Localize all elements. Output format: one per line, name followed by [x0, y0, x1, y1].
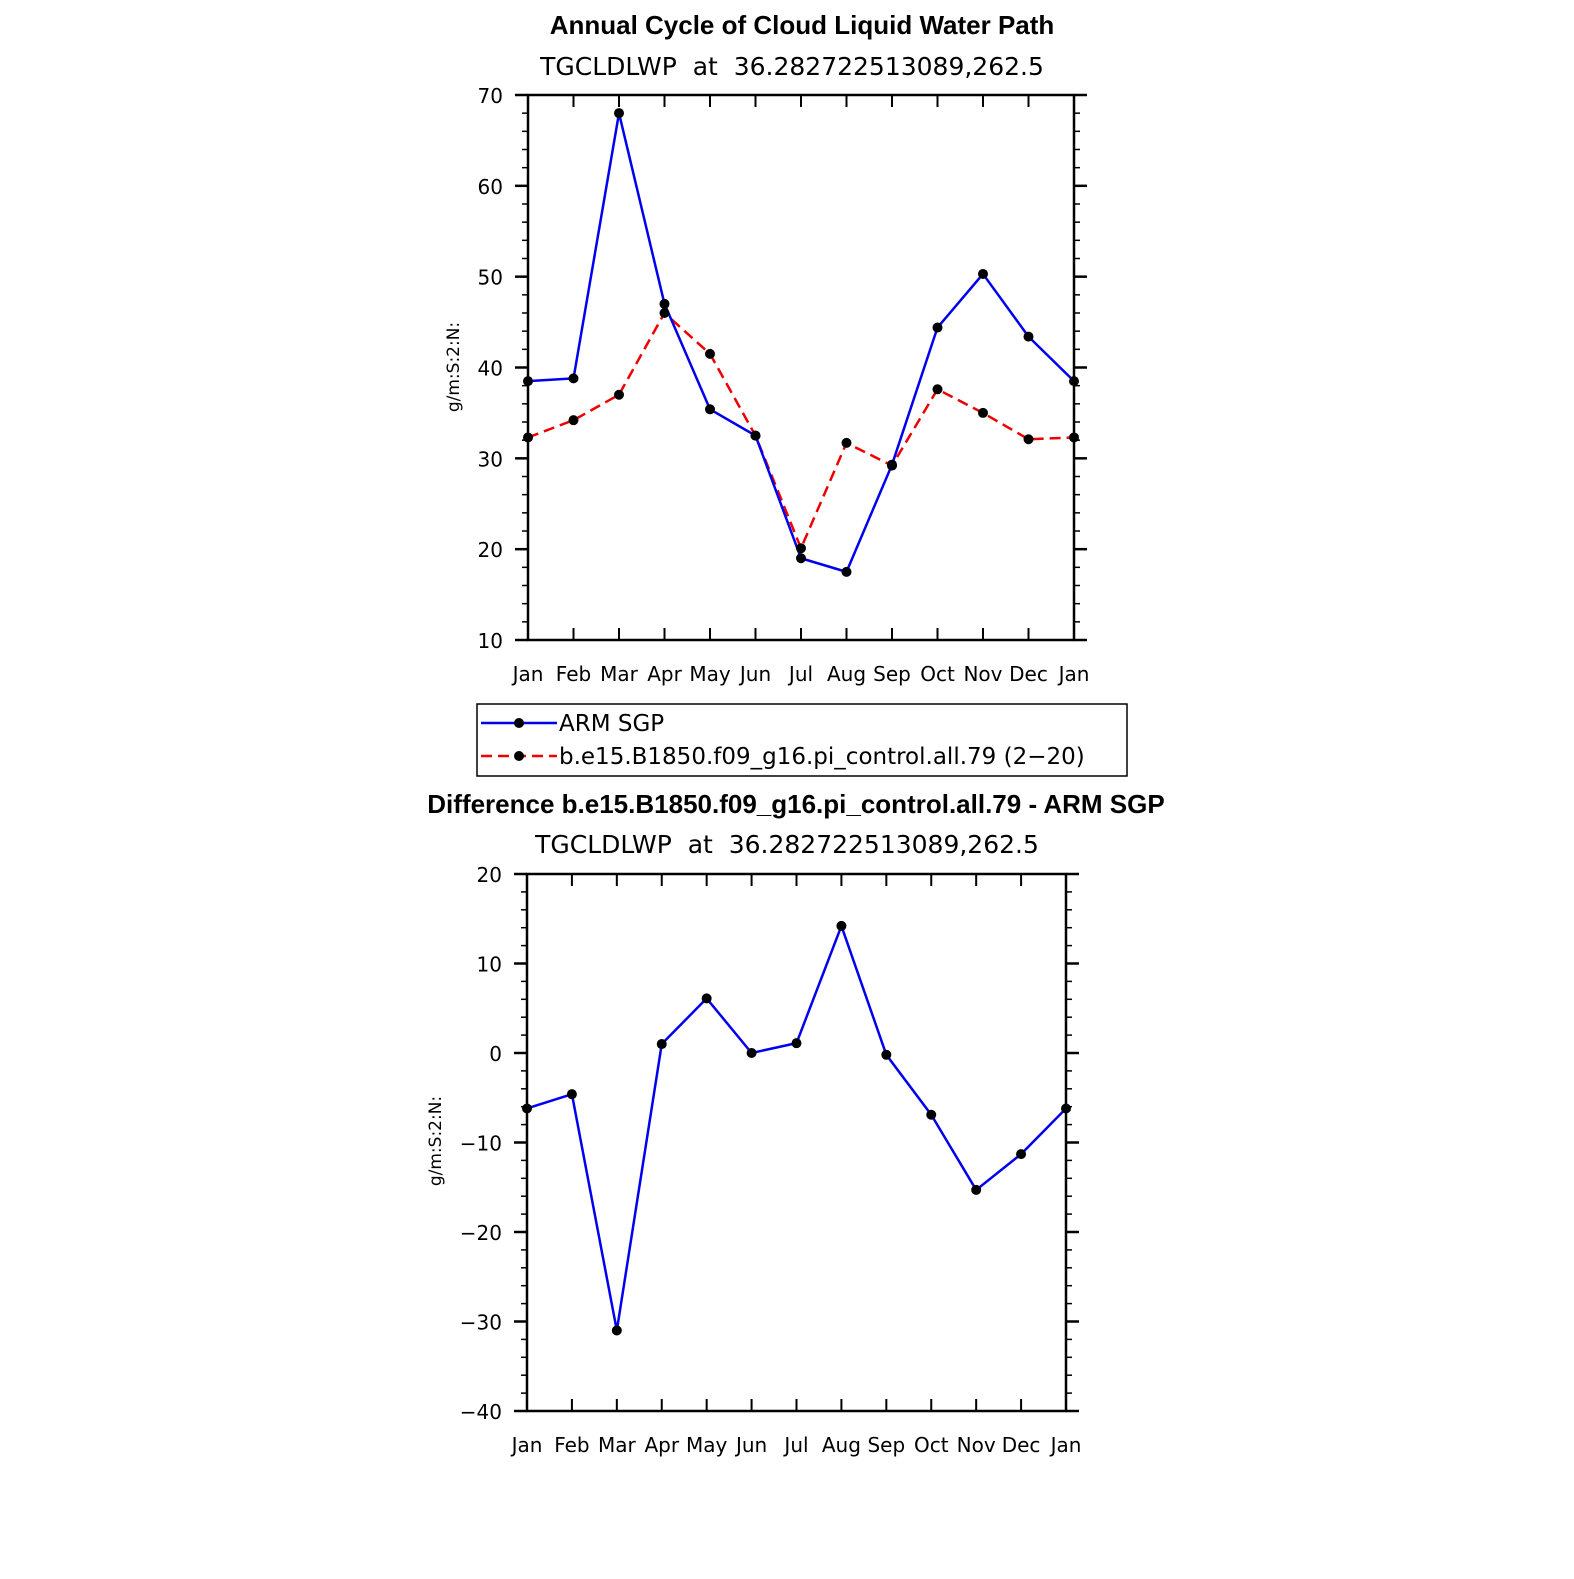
bottom-xtick-label: Oct	[914, 1433, 949, 1457]
top-y-axis-label: g/m:S:2:N:	[444, 322, 464, 412]
top-series-point-1	[523, 432, 533, 443]
bottom-ytick-label: −40	[460, 1400, 502, 1424]
top-xtick-label: Jul	[787, 662, 813, 686]
bottom-xtick-label: Nov	[957, 1433, 996, 1457]
top-series-point-0	[887, 459, 897, 470]
top-xtick-label: Jun	[738, 662, 771, 686]
bottom-xtick-label: Jan	[1049, 1433, 1082, 1457]
legend-label-arm-sgp: ARM SGP	[559, 711, 664, 737]
top-series-point-1	[932, 384, 943, 395]
top-plot: Jan Feb Mar Apr May Jun Jul Aug Sep Oct Nov Dec Jan 1…	[444, 84, 1089, 686]
bottom-xtick-label: Jun	[734, 1433, 767, 1457]
bottom-series-point-0	[971, 1184, 982, 1195]
top-series-point-0	[659, 298, 670, 309]
top-xtick-label: Dec	[1009, 662, 1048, 686]
legend-entry-arm-sgp: ARM SGP	[481, 711, 664, 737]
bottom-series-point-0	[611, 1325, 622, 1336]
top-xtick-label: Sep	[873, 662, 911, 686]
top-ytick-label: 10	[478, 629, 503, 653]
bottom-ytick-label: 0	[489, 1042, 502, 1066]
top-ytick-label: 40	[478, 357, 503, 381]
top-ytick-label: 20	[478, 538, 503, 562]
top-series-point-0	[614, 108, 624, 119]
legend-marker-arm-sgp	[514, 718, 524, 728]
top-series-point-1	[841, 437, 852, 448]
top-series-point-1	[705, 348, 715, 359]
bottom-series-point-0	[656, 1039, 667, 1050]
bottom-xtick-label: Sep	[867, 1433, 905, 1457]
bottom-plot-frame	[525, 872, 1068, 1413]
legend-entry-model: b.e15.B1850.f09_g16.pi_control.all.79 (2…	[481, 744, 1085, 770]
top-series-point-1	[614, 389, 624, 400]
bottom-ytick-label: −20	[460, 1221, 502, 1245]
bottom-series-point-0	[1061, 1103, 1071, 1114]
bottom-series-point-0	[1016, 1149, 1027, 1160]
bottom-ytick-label: 20	[477, 863, 502, 887]
top-series-point-0	[750, 430, 761, 441]
top-series-point-0	[523, 376, 533, 387]
top-series-point-0	[932, 322, 943, 333]
top-xtick-label: Jan	[1057, 662, 1090, 686]
top-ytick-label: 50	[478, 266, 503, 290]
legend: ARM SGP b.e15.B1850.f09_g16.pi_control.a…	[476, 703, 1128, 777]
top-series-point-0	[705, 404, 715, 415]
top-xtick-label: Aug	[827, 662, 866, 686]
top-series-point-1	[659, 308, 670, 318]
top-xtick-label: Apr	[647, 662, 682, 686]
top-series-line-0	[527, 111, 1075, 574]
top-xtick-label: Nov	[963, 662, 1002, 686]
top-xtick-label: Feb	[556, 662, 591, 686]
bottom-series-point-0	[566, 1089, 577, 1100]
bottom-series-point-0	[791, 1038, 802, 1049]
top-chart-subtitle: TGCLDLWP at 36.282722513089,262.5	[539, 52, 1044, 81]
bottom-xtick-label: Jul	[782, 1433, 808, 1457]
top-series-point-1	[1023, 434, 1034, 445]
top-series-point-0	[978, 268, 988, 279]
bottom-ytick-label: 10	[477, 953, 502, 977]
top-ytick-label: 30	[478, 447, 503, 471]
bottom-ytick-label: −30	[460, 1311, 502, 1335]
top-series-point-0	[1069, 376, 1079, 387]
bottom-series-point-0	[522, 1103, 532, 1114]
bottom-series-point-0	[746, 1048, 757, 1058]
top-xtick-label: Jan	[511, 662, 544, 686]
bottom-xtick-label: Jan	[510, 1433, 543, 1457]
legend-marker-model	[514, 751, 524, 761]
top-series-point-0	[1023, 331, 1034, 342]
top-series-line-1	[527, 311, 1075, 550]
bottom-y-axis-label: g/m:S:2:N:	[426, 1096, 446, 1186]
top-series-point-1	[568, 415, 579, 426]
top-ytick-label: 60	[478, 175, 503, 199]
top-xtick-label: May	[689, 662, 731, 686]
bottom-xtick-label: Feb	[554, 1433, 589, 1457]
top-xtick-label: Mar	[600, 662, 639, 686]
top-series-point-1	[796, 543, 806, 554]
bottom-series-point-0	[836, 920, 847, 931]
top-series-point-1	[978, 407, 988, 418]
top-series-point-0	[796, 553, 806, 564]
bottom-xtick-label: Mar	[598, 1433, 637, 1457]
top-xtick-label: Oct	[920, 662, 955, 686]
bottom-xtick-label: May	[686, 1433, 728, 1457]
bottom-plot: Jan Feb Mar Apr May Jun Jul Aug Sep Oct Nov Dec Jan−…	[426, 863, 1081, 1457]
bottom-series-point-0	[701, 993, 712, 1004]
bottom-xtick-label: Aug	[822, 1433, 861, 1457]
legend-box	[476, 703, 1128, 777]
bottom-chart-title: Difference b.e15.B1850.f09_g16.pi_contro…	[427, 789, 1164, 819]
legend-label-model: b.e15.B1850.f09_g16.pi_control.all.79 (2…	[559, 744, 1085, 770]
top-chart-title: Annual Cycle of Cloud Liquid Water Path	[550, 10, 1055, 40]
top-ytick-label: 70	[478, 84, 503, 108]
top-series-point-0	[841, 566, 852, 577]
bottom-xtick-label: Apr	[644, 1433, 679, 1457]
top-series-point-0	[568, 373, 579, 384]
bottom-series-point-0	[881, 1049, 892, 1060]
bottom-series-line-0	[526, 924, 1067, 1332]
bottom-xtick-label: Dec	[1002, 1433, 1041, 1457]
bottom-ytick-label: −10	[460, 1132, 502, 1156]
top-series-point-1	[1069, 432, 1079, 443]
bottom-series-point-0	[926, 1109, 937, 1120]
bottom-chart-subtitle: TGCLDLWP at 36.282722513089,262.5	[534, 830, 1039, 859]
